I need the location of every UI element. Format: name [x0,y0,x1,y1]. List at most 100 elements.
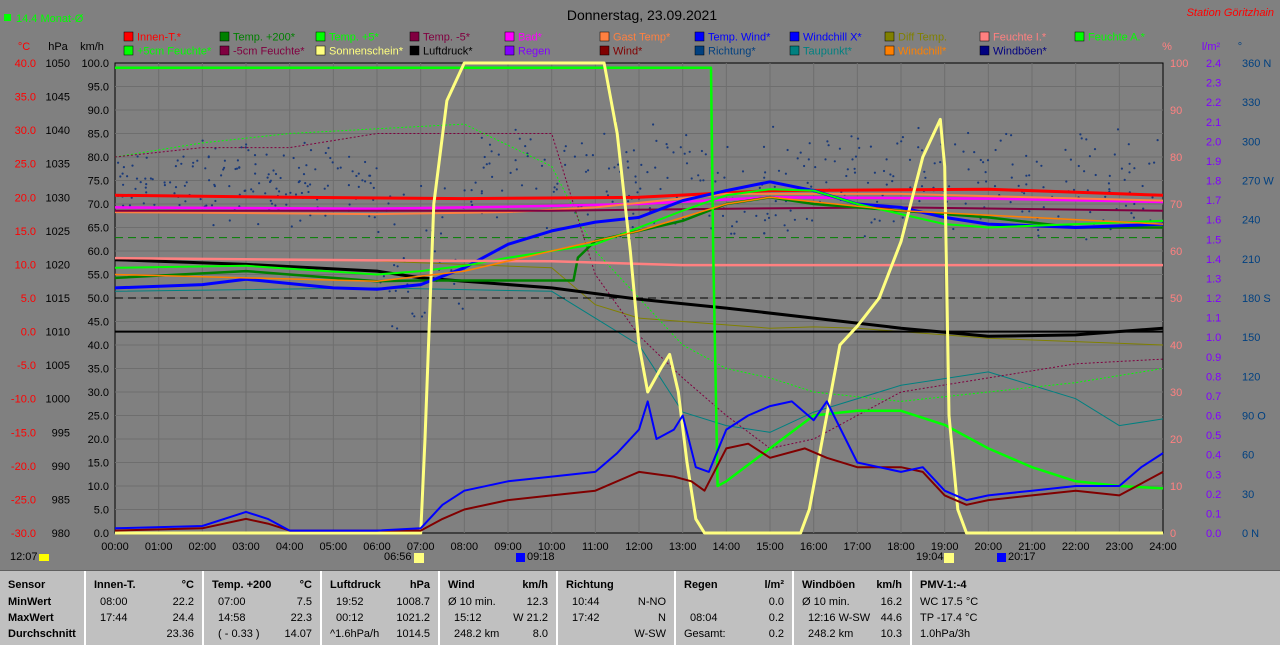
axis-tick-pressure: 990 [52,461,70,473]
direction-dot [272,169,275,172]
axis-tick-temp: -20.0 [11,461,36,473]
direction-dot [869,145,873,148]
direction-dot [631,226,634,229]
direction-dot [453,282,456,285]
direction-dot [920,185,924,188]
axis-tick-humidity: 70 [1170,199,1182,211]
direction-dot [858,146,861,149]
direction-dot [1072,188,1076,191]
legend-swatch [789,45,800,56]
legend-swatch [789,31,800,42]
direction-dot [552,190,555,193]
axis-tick-speed: 75.0 [88,176,109,188]
axis-tick-rain: 0.8 [1206,371,1221,383]
axis-tick-speed: 85.0 [88,129,109,141]
moonrise-time: 09:18 [527,551,555,563]
direction-dot [509,171,512,174]
direction-dot [387,202,390,205]
direction-dot [119,175,122,178]
axis-tick-temp: 5.0 [21,293,36,305]
direction-dot [482,166,485,169]
direction-dot [924,176,927,179]
axis-tick-rain: 0.2 [1206,489,1221,501]
direction-dot [793,218,797,221]
direction-dot [299,219,302,222]
direction-dot [1116,128,1120,131]
x-tick-label: 03:00 [232,541,260,553]
direction-dot [826,140,829,143]
direction-dot [917,126,920,130]
axis-tick-rain: 1.9 [1206,156,1221,168]
axis-tick-pressure: 980 [52,528,70,540]
axis-unit-temp: °C [18,41,30,53]
direction-dot [625,151,628,154]
direction-dot [303,141,306,144]
axis-tick-speed: 65.0 [88,223,109,235]
direction-dot [250,188,253,191]
direction-dot [258,182,261,185]
direction-dot [491,175,494,178]
direction-dot [524,145,527,148]
direction-dot [514,159,517,162]
stats-richtung-min-time: 10:44 [572,596,600,608]
direction-dot [238,166,241,169]
direction-dot [294,193,298,196]
stats-col-sensor: Sensor MinWert MaxWert Durchschnitt [0,571,86,645]
direction-dot [654,166,657,169]
direction-dot [763,219,767,222]
direction-dot [450,269,453,272]
direction-dot [309,149,313,152]
direction-dot [665,143,668,146]
direction-dot [192,161,195,164]
stats-row-min: MinWert [8,596,52,608]
axis-tick-speed: 5.0 [94,505,109,517]
direction-dot [763,176,766,179]
axis-tick-rain: 1.4 [1206,254,1221,266]
direction-dot [297,166,301,169]
axis-unit-rain: l/m² [1202,41,1221,53]
direction-dot [169,181,172,184]
direction-dot [488,162,491,165]
x-tick-label: 18:00 [887,541,915,553]
direction-dot [208,179,211,182]
direction-dot [357,185,360,188]
direction-dot [824,158,827,161]
direction-dot [285,203,288,206]
direction-dot [803,164,806,168]
stats-wind-title: Wind [448,579,475,591]
direction-dot [603,132,606,135]
direction-dot [1025,174,1028,177]
direction-dot [892,175,895,178]
direction-dot [254,172,257,175]
direction-dot [854,155,858,158]
axis-tick-pressure: 1005 [46,360,70,372]
direction-dot [652,123,655,126]
direction-dot [136,155,139,158]
direction-dot [139,181,142,184]
direction-dot [1010,134,1013,137]
axis-tick-rain: 1.6 [1206,215,1221,227]
stats-wind-avg-value: 8.0 [532,628,548,640]
direction-dot [1028,210,1031,213]
direction-dot [1130,212,1133,215]
axis-tick-pressure: 1015 [46,293,70,305]
legend-label: Temp. +200* [233,32,296,44]
legend-swatch [409,45,420,56]
direction-dot [1148,162,1151,165]
stats-temp200-min-time: 07:00 [218,596,246,608]
legend-label: Regen [518,46,550,58]
direction-dot [1133,202,1136,206]
direction-dot [585,154,588,157]
direction-dot [184,200,187,203]
direction-dot [1009,201,1012,204]
stats-innen-unit: °C [181,579,194,591]
direction-dot [228,185,231,188]
direction-dot [1037,234,1040,237]
stats-richtung-max-time: 17:42 [572,612,600,624]
stats-windboeen-min-value: 16.2 [880,596,902,608]
stats-richtung-avg-value: W-SW [634,628,666,640]
direction-dot [636,191,639,194]
direction-dot [121,172,124,175]
direction-dot [480,136,483,139]
direction-dot [811,219,814,222]
